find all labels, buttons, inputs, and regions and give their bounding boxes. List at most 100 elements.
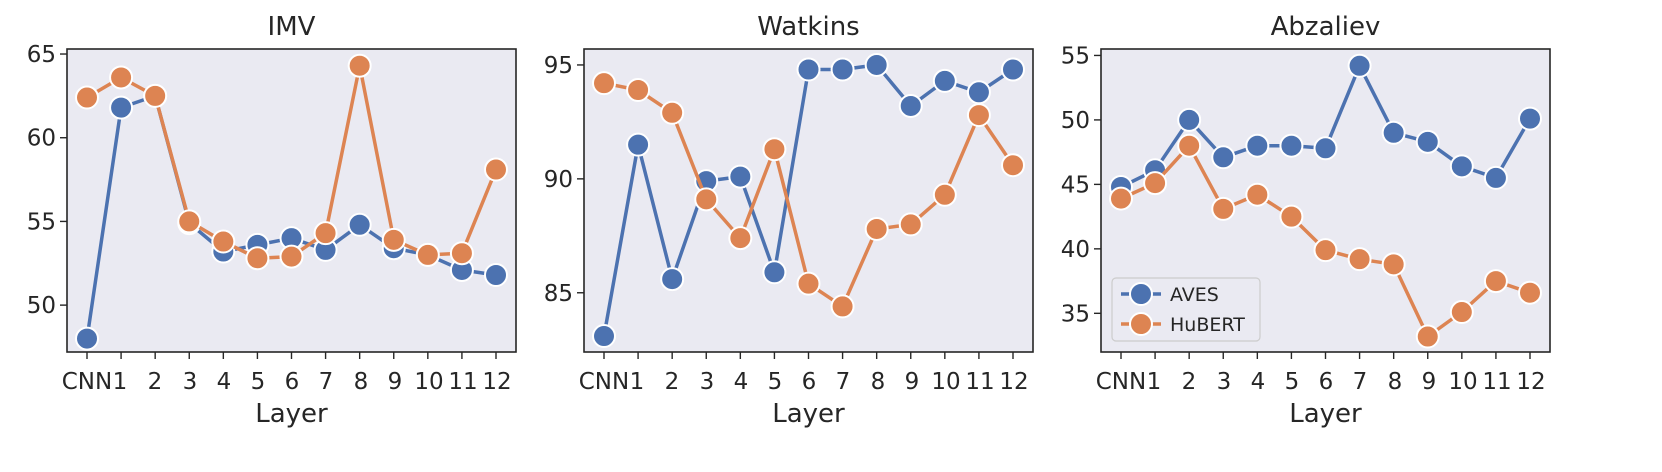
x-tick-label: 4 — [734, 369, 749, 395]
x-axis-label: Layer — [772, 399, 845, 429]
data-point-hubert — [1211, 196, 1236, 221]
data-point-aves — [932, 68, 957, 93]
chart-title: Watkins — [757, 12, 859, 42]
x-tick-label: 2 — [1182, 369, 1197, 395]
x-tick-label: 11 — [448, 369, 477, 395]
data-point-aves — [830, 57, 855, 82]
data-point-hubert — [796, 271, 821, 296]
y-tick-label: 55 — [27, 209, 56, 235]
data-point-hubert — [592, 71, 616, 96]
x-tick-label: 6 — [1319, 369, 1334, 395]
data-point-hubert — [932, 182, 957, 207]
data-point-aves — [898, 93, 923, 118]
x-axis-label: Layer — [1289, 399, 1362, 429]
x-tick-label: CNN — [1096, 369, 1146, 395]
x-tick-label: 10 — [1448, 369, 1477, 395]
chart-title: IMV — [268, 12, 316, 42]
data-point-hubert — [279, 244, 304, 269]
legend-label: HuBERT — [1170, 314, 1245, 336]
data-point-hubert — [626, 78, 651, 103]
x-tick-label: 5 — [251, 369, 266, 395]
data-point-hubert — [381, 227, 406, 252]
y-tick-label: 55 — [1061, 43, 1090, 69]
legend: AVES HuBERT — [1111, 277, 1261, 342]
plot-area — [584, 49, 1033, 352]
x-tick-label: 10 — [414, 369, 443, 395]
data-point-hubert — [347, 53, 372, 78]
x-tick-label: 11 — [965, 369, 994, 395]
x-tick-label: 4 — [217, 369, 232, 395]
x-tick-label: 7 — [836, 369, 851, 395]
x-tick-label: 1 — [113, 369, 128, 395]
data-point-hubert — [1177, 133, 1202, 158]
x-tick-label: 5 — [768, 369, 783, 395]
data-point-aves — [1518, 106, 1542, 131]
data-point-aves — [728, 164, 753, 189]
data-point-hubert — [694, 187, 719, 212]
x-tick-label: 2 — [148, 369, 163, 395]
data-point-hubert — [966, 103, 991, 128]
data-point-hubert — [762, 137, 787, 162]
x-axis-label: Layer — [255, 399, 328, 429]
data-point-hubert — [1347, 247, 1372, 272]
x-tick-label: 11 — [1482, 369, 1511, 395]
data-point-hubert — [660, 100, 685, 125]
data-point-aves — [1245, 133, 1270, 158]
data-point-aves — [1211, 145, 1236, 170]
data-point-aves — [1415, 129, 1440, 154]
data-point-aves — [592, 324, 616, 349]
data-point-aves — [1449, 154, 1474, 179]
data-point-hubert — [245, 246, 270, 271]
x-tick-label: 12 — [482, 369, 511, 395]
x-tick-label: 12 — [999, 369, 1028, 395]
data-point-aves — [1279, 133, 1304, 158]
y-tick-label: 85 — [544, 281, 573, 307]
data-point-aves — [1001, 57, 1025, 82]
x-tick-label: 1 — [1147, 369, 1162, 395]
x-tick-label: 3 — [1217, 369, 1232, 395]
x-tick-label: 2 — [665, 369, 680, 395]
x-tick-label: 7 — [1353, 369, 1368, 395]
data-point-aves — [626, 132, 651, 157]
x-tick-label: 9 — [905, 369, 920, 395]
data-point-hubert — [415, 242, 440, 267]
data-point-hubert — [313, 221, 338, 246]
data-point-aves — [864, 52, 889, 77]
x-tick-label: 4 — [1251, 369, 1266, 395]
y-tick-label: 65 — [27, 42, 56, 68]
data-point-aves — [1313, 136, 1338, 161]
data-point-hubert — [1279, 204, 1304, 229]
data-point-hubert — [728, 226, 753, 251]
legend-marker — [1129, 312, 1153, 336]
data-point-aves — [762, 260, 787, 285]
plot-area — [67, 49, 516, 352]
x-tick-label: 7 — [319, 369, 334, 395]
x-tick-label: 8 — [354, 369, 369, 395]
data-point-aves — [347, 212, 372, 237]
legend-label: AVES — [1170, 284, 1219, 306]
data-point-hubert — [143, 83, 168, 108]
x-tick-label: 3 — [700, 369, 715, 395]
data-point-hubert — [898, 212, 923, 237]
x-tick-label: 10 — [931, 369, 960, 395]
data-point-hubert — [1313, 238, 1338, 263]
legend-marker — [1129, 282, 1153, 306]
x-tick-label: 3 — [183, 369, 198, 395]
x-tick-label: 5 — [1285, 369, 1300, 395]
data-point-hubert — [864, 216, 889, 241]
data-point-aves — [1483, 165, 1508, 190]
data-point-hubert — [830, 294, 855, 319]
data-point-hubert — [1143, 171, 1168, 196]
x-tick-label: 8 — [871, 369, 886, 395]
data-point-hubert — [1381, 252, 1406, 277]
chart-title: Abzaliev — [1271, 12, 1381, 42]
y-tick-label: 50 — [27, 293, 56, 319]
data-point-aves — [796, 57, 821, 82]
data-point-aves — [966, 80, 991, 105]
data-point-hubert — [1415, 324, 1440, 349]
data-point-hubert — [1483, 269, 1508, 294]
data-point-hubert — [1245, 182, 1270, 207]
